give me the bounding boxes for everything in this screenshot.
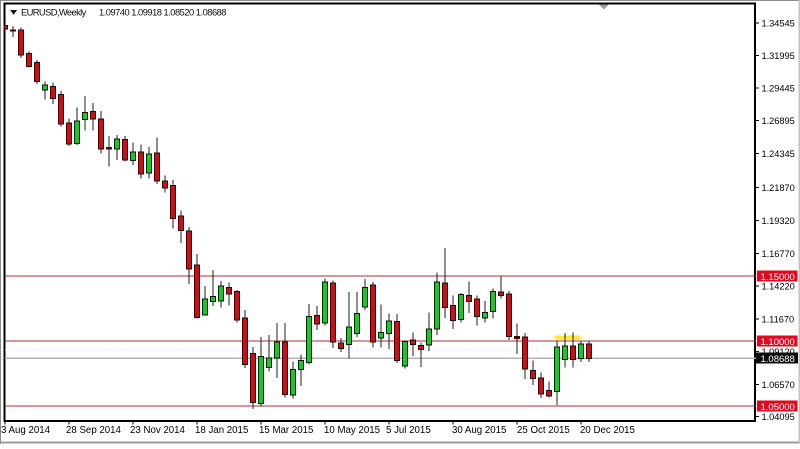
svg-text:1.15000: 1.15000 bbox=[761, 272, 795, 283]
svg-text:20 Dec 2015: 20 Dec 2015 bbox=[580, 425, 635, 436]
svg-text:28 Sep 2014: 28 Sep 2014 bbox=[66, 425, 122, 436]
svg-text:1.09120: 1.09120 bbox=[762, 347, 795, 357]
svg-text:1.10000: 1.10000 bbox=[761, 337, 795, 348]
svg-text:1.19320: 1.19320 bbox=[762, 216, 795, 226]
svg-text:1.34545: 1.34545 bbox=[762, 18, 795, 28]
svg-text:1.26895: 1.26895 bbox=[762, 116, 795, 126]
svg-text:1.24345: 1.24345 bbox=[762, 149, 795, 159]
svg-text:1.09740 1.09918 1.08520 1.0868: 1.09740 1.09918 1.08520 1.08688 bbox=[99, 7, 226, 17]
svg-text:EURUSD,Weekly: EURUSD,Weekly bbox=[21, 6, 87, 17]
svg-text:1.29445: 1.29445 bbox=[762, 83, 795, 93]
svg-text:1.05000: 1.05000 bbox=[761, 402, 795, 413]
svg-text:18 Jan 2015: 18 Jan 2015 bbox=[195, 425, 248, 436]
svg-text:1.14220: 1.14220 bbox=[762, 281, 795, 291]
svg-text:30 Aug 2015: 30 Aug 2015 bbox=[452, 425, 506, 436]
svg-text:1.06570: 1.06570 bbox=[762, 380, 795, 390]
svg-text:1.31995: 1.31995 bbox=[762, 51, 795, 61]
svg-text:1.04095: 1.04095 bbox=[762, 412, 795, 422]
svg-text:10 May 2015: 10 May 2015 bbox=[324, 425, 380, 436]
svg-text:1.16770: 1.16770 bbox=[762, 249, 795, 259]
svg-text:23 Nov 2014: 23 Nov 2014 bbox=[130, 425, 186, 436]
svg-text:1.11670: 1.11670 bbox=[762, 314, 795, 324]
svg-text:25 Oct 2015: 25 Oct 2015 bbox=[517, 425, 570, 436]
svg-text:1.08688: 1.08688 bbox=[761, 354, 795, 365]
svg-text:1.21870: 1.21870 bbox=[762, 183, 795, 193]
svg-text:5 Jul 2015: 5 Jul 2015 bbox=[386, 425, 431, 436]
svg-text:3 Aug 2014: 3 Aug 2014 bbox=[1, 425, 51, 436]
svg-text:15 Mar 2015: 15 Mar 2015 bbox=[259, 425, 313, 436]
